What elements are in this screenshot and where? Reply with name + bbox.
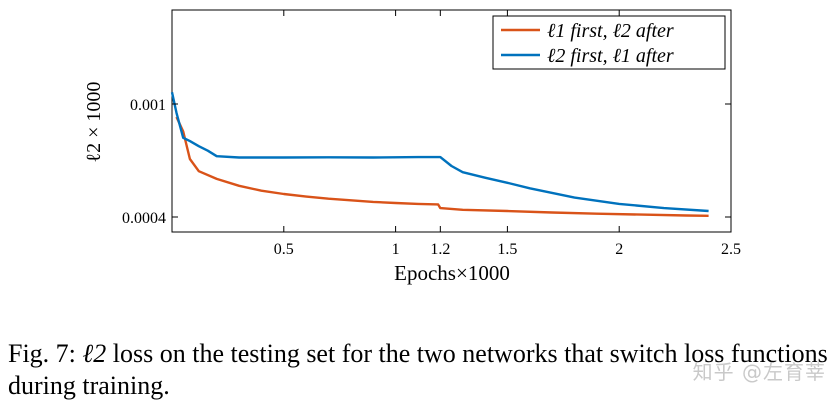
- y-tick-label: 0.0004: [122, 210, 166, 227]
- caption-label: Fig. 7:: [8, 339, 76, 368]
- x-tick-label: 0.5: [274, 241, 294, 258]
- caption-math: ℓ2: [82, 339, 107, 368]
- series-line-1: [175, 116, 709, 217]
- watermark: 知乎 @左育莘: [692, 360, 826, 384]
- series-line-2: [170, 91, 709, 213]
- series-layer: [170, 91, 709, 217]
- ticks-layer: 0.5 1 1.2 1.5 2 2.5 0.0004 0.001: [122, 10, 741, 258]
- caption-text: loss on the testing set for the two netw…: [8, 339, 828, 400]
- legend-label-2: ℓ2 first, ℓ1 after: [547, 45, 674, 67]
- x-tick-label: 2.5: [721, 241, 741, 258]
- plot-frame: [171, 9, 732, 233]
- y-axis-label: ℓ2 × 1000: [83, 82, 105, 163]
- x-tick-label: 2: [615, 241, 623, 258]
- chart: 0.5 1 1.2 1.5 2 2.5 0.0004 0.001 Epochs×1000 ℓ2…: [83, 9, 741, 285]
- x-tick-label: 1: [392, 241, 400, 258]
- x-tick-label: 1.5: [497, 241, 517, 258]
- legend: ℓ1 first, ℓ2 after ℓ2 first, ℓ1 after: [492, 15, 726, 70]
- legend-box: [492, 15, 726, 70]
- x-tick-label: 1.2: [430, 241, 450, 258]
- figure-caption: Fig. 7: ℓ2 loss on the testing set for t…: [8, 338, 834, 402]
- x-axis-label: Epochs×1000: [394, 261, 510, 285]
- y-tick-label: 0.001: [130, 97, 166, 114]
- legend-label-1: ℓ1 first, ℓ2 after: [547, 20, 674, 42]
